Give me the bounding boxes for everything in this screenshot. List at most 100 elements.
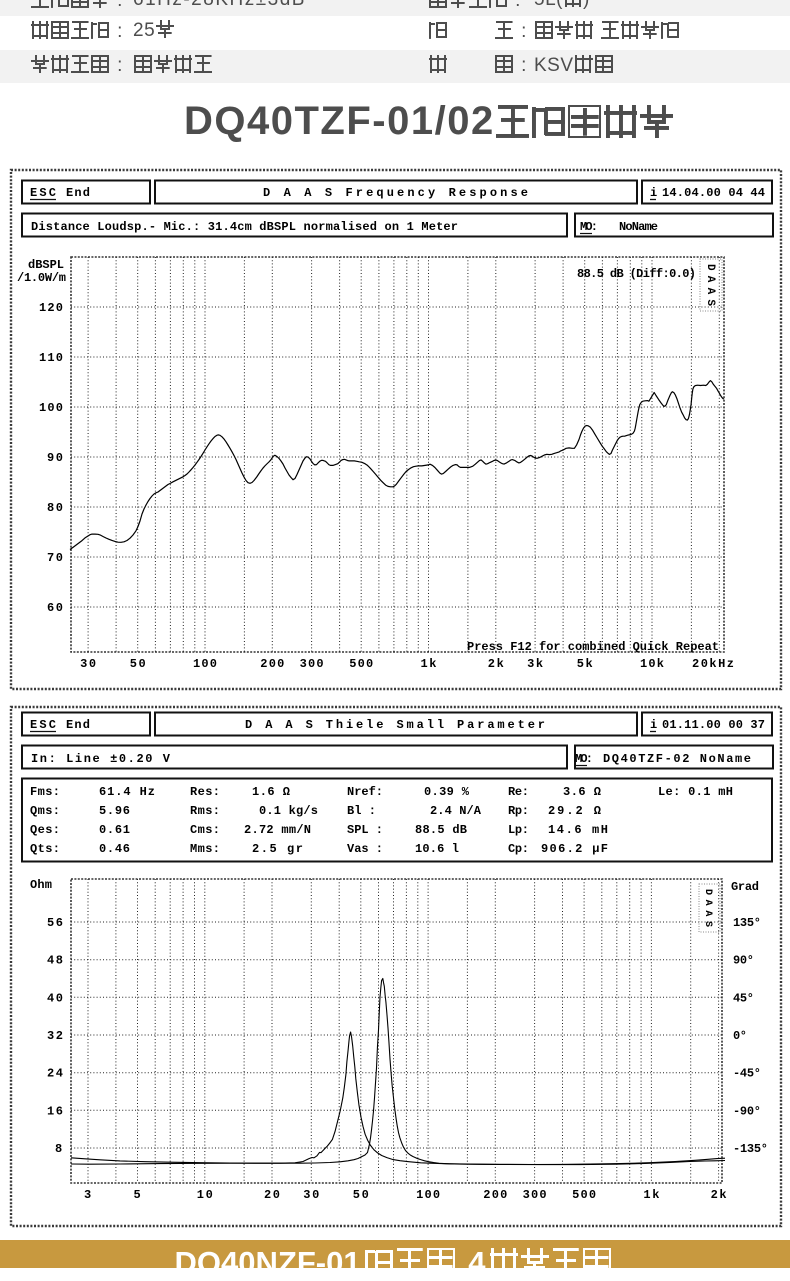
svg-text:500: 500 (349, 657, 373, 671)
svg-text:5k: 5k (577, 657, 593, 671)
svg-text:300: 300 (523, 1188, 547, 1202)
svg-text:110: 110 (39, 351, 63, 365)
svg-text:DAAS: DAAS (702, 889, 713, 929)
svg-text:200: 200 (260, 657, 284, 671)
svg-text:10: 10 (197, 1188, 213, 1202)
svg-text:40: 40 (47, 991, 63, 1005)
svg-text:61.4 Hz: 61.4 Hz (99, 785, 155, 799)
svg-text:10.6 l: 10.6 l (415, 842, 459, 856)
svg-text:30: 30 (80, 657, 96, 671)
svg-text:45°: 45° (733, 991, 754, 1005)
svg-text:80: 80 (47, 501, 63, 515)
svg-text:Vas :: Vas : (347, 842, 383, 856)
svg-text:D A A S Frequency Response: D A A S Frequency Response (263, 186, 528, 200)
svg-text:1k: 1k (643, 1188, 659, 1202)
svg-text:D A A S Thiele Small Paramet: D A A S Thiele Small Parameter (245, 718, 545, 732)
svg-text:1.6 Ω: 1.6 Ω (252, 785, 290, 799)
svg-text:Cp:: Cp: (508, 842, 529, 856)
svg-text:2k: 2k (488, 657, 504, 671)
svg-text:i: i (650, 186, 657, 200)
svg-text:DAAS: DAAS (704, 264, 716, 308)
svg-text:0°: 0° (733, 1029, 747, 1043)
svg-text:2.72 mm/N: 2.72 mm/N (244, 823, 311, 837)
svg-text:50: 50 (353, 1188, 369, 1202)
svg-text:0.46: 0.46 (99, 842, 130, 856)
svg-text:16: 16 (47, 1104, 63, 1118)
svg-text:Qms:: Qms: (30, 804, 60, 818)
svg-text:8: 8 (55, 1142, 62, 1156)
svg-text:-90°: -90° (733, 1104, 761, 1118)
svg-text:50: 50 (130, 657, 146, 671)
svg-text:100: 100 (39, 401, 63, 415)
svg-text:Press F12 for combined Quick R: Press F12 for combined Quick Repeat (467, 640, 719, 654)
svg-text:2.5 gr: 2.5 gr (252, 842, 303, 856)
svg-text:i: i (650, 718, 657, 732)
svg-text:MO:: MO: (580, 220, 598, 234)
svg-text:/1.0W/m: /1.0W/m (17, 271, 66, 285)
svg-text:01.11.00 00 37: 01.11.00 00 37 (662, 718, 765, 732)
svg-text:300: 300 (300, 657, 324, 671)
svg-text:30: 30 (303, 1188, 319, 1202)
svg-text:0.1 kg/s: 0.1 kg/s (259, 804, 318, 818)
svg-text:88.5 dB: 88.5 dB (415, 823, 467, 837)
svg-text:Re:: Re: (508, 785, 529, 799)
svg-text:ESC: ESC (30, 718, 56, 732)
svg-text:NoName: NoName (619, 220, 658, 234)
svg-text:Le: 0.1 mH: Le: 0.1 mH (658, 785, 733, 799)
svg-text:24: 24 (47, 1067, 63, 1081)
svg-text:Rms:: Rms: (190, 804, 220, 818)
svg-text:ESC: ESC (30, 186, 56, 200)
svg-text:3: 3 (84, 1188, 91, 1202)
svg-text:In: Line ±0.20 V: In: Line ±0.20 V (31, 752, 171, 766)
svg-text:Fms:: Fms: (30, 785, 60, 799)
svg-text:100: 100 (416, 1188, 440, 1202)
svg-text:Lp:: Lp: (508, 823, 529, 837)
svg-text:48: 48 (47, 954, 63, 968)
svg-text:10k: 10k (640, 657, 664, 671)
svg-text:60: 60 (47, 601, 63, 615)
svg-text:Mms:: Mms: (190, 842, 220, 856)
svg-text:dBSPL: dBSPL (28, 258, 64, 272)
svg-text:100: 100 (193, 657, 217, 671)
svg-text:500: 500 (572, 1188, 596, 1202)
svg-text:1k: 1k (421, 657, 437, 671)
svg-text:SPL :: SPL : (347, 823, 383, 837)
svg-text:14.04.00 04 44: 14.04.00 04 44 (662, 186, 765, 200)
svg-text:56: 56 (47, 916, 63, 930)
svg-text:Res:: Res: (190, 785, 220, 799)
svg-text:90: 90 (47, 451, 63, 465)
svg-text:Grad: Grad (731, 880, 759, 894)
svg-text:2.4 N/A: 2.4 N/A (430, 804, 482, 818)
svg-text:0.39 %: 0.39 % (424, 785, 470, 799)
svg-text:Bl :: Bl : (347, 804, 376, 818)
svg-text:End: End (66, 186, 90, 200)
svg-text:5.96: 5.96 (99, 804, 130, 818)
svg-text:14.6 mH: 14.6 mH (548, 823, 608, 837)
svg-text:32: 32 (47, 1029, 63, 1043)
svg-text:Nref:: Nref: (347, 785, 383, 799)
svg-text:-135°: -135° (733, 1142, 768, 1156)
svg-text:20kHz: 20kHz (692, 657, 734, 671)
svg-text:End: End (66, 718, 90, 732)
svg-text:2k: 2k (711, 1188, 727, 1202)
svg-text:90°: 90° (733, 954, 754, 968)
svg-text:120: 120 (39, 301, 63, 315)
svg-text:Ohm: Ohm (30, 878, 52, 892)
svg-text:5: 5 (134, 1188, 141, 1202)
svg-text:MO:: MO: (575, 752, 593, 766)
svg-text:200: 200 (483, 1188, 507, 1202)
svg-text:20: 20 (264, 1188, 280, 1202)
svg-text:88.5 dB (Diff:0.0): 88.5 dB (Diff:0.0) (577, 267, 696, 281)
svg-text:Distance Loudsp.- Mic.: 31.4cm: Distance Loudsp.- Mic.: 31.4cm dBSPL nor… (31, 220, 458, 234)
svg-text:3k: 3k (527, 657, 543, 671)
svg-text:0.61: 0.61 (99, 823, 130, 837)
svg-text:DQ40TZF-02 NoName: DQ40TZF-02 NoName (603, 752, 751, 766)
svg-text:3.6 Ω: 3.6 Ω (563, 785, 601, 799)
svg-text:Rp:: Rp: (508, 804, 529, 818)
svg-text:29.2 Ω: 29.2 Ω (548, 804, 601, 818)
svg-text:Cms:: Cms: (190, 823, 220, 837)
svg-text:-45°: -45° (733, 1067, 761, 1081)
svg-text:906.2 µF: 906.2 µF (541, 842, 608, 856)
svg-text:Qts:: Qts: (30, 842, 60, 856)
svg-text:135°: 135° (733, 916, 761, 930)
